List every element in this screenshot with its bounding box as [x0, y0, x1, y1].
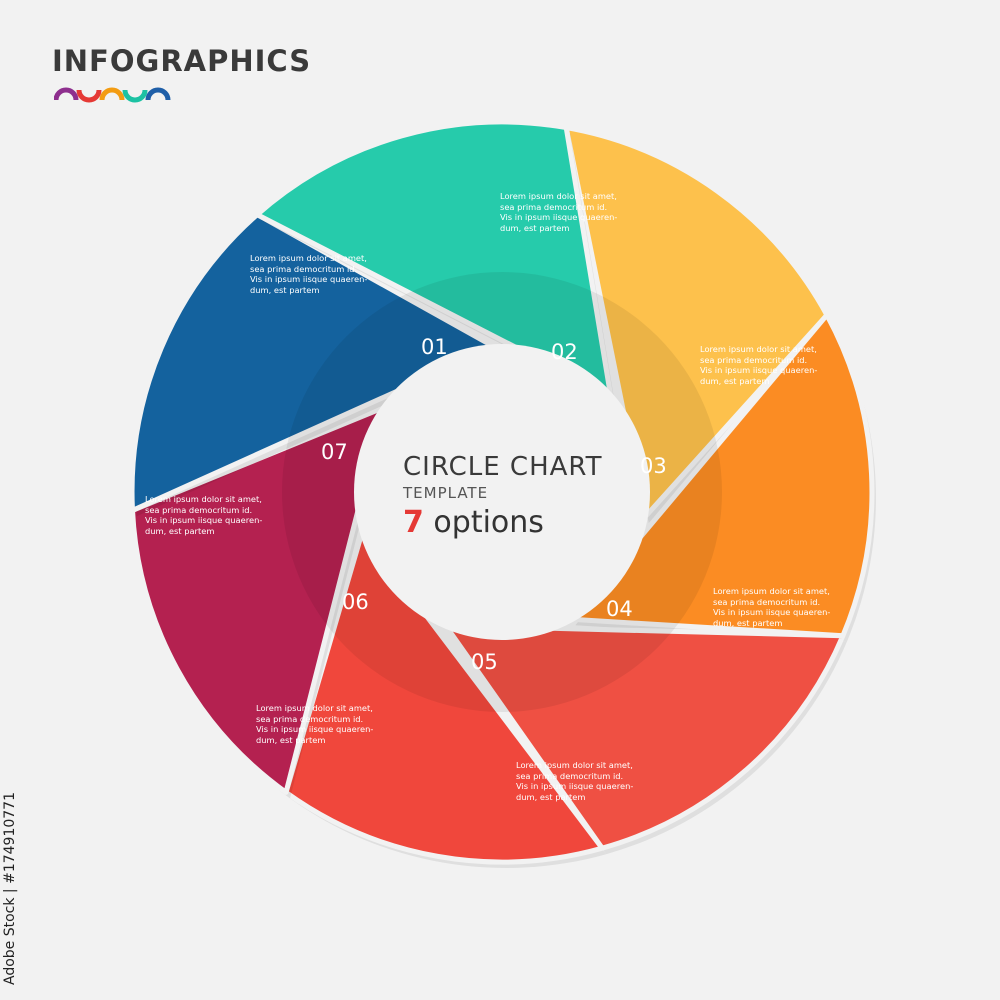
segment-text-05: Lorem ipsum dolor sit amet, sea prima dem…: [256, 703, 374, 745]
segment-07: [254, 119, 614, 399]
center-subtitle: TEMPLATE: [403, 484, 489, 502]
segment-03: [443, 623, 846, 851]
segment-number-04: 04: [606, 597, 633, 621]
center-label: CIRCLE CHART TEMPLATE 7 options: [403, 452, 602, 542]
center-options: 7 options: [403, 504, 602, 542]
center-title: CIRCLE CHART: [403, 452, 603, 482]
segment-text-03: Lorem ipsum dolor sit amet, sea prima dem…: [713, 586, 831, 628]
segment-number-02: 02: [551, 340, 578, 364]
stock-watermark-text: Adobe Stock | #174910771: [2, 792, 18, 985]
segment-04: [283, 528, 605, 865]
segment-05: [130, 404, 387, 795]
center-disc: [354, 344, 650, 640]
segment-number-05: 05: [471, 650, 498, 674]
segment-number-06: 06: [342, 590, 369, 614]
segment-text-04: Lorem ipsum dolor sit amet, sea prima dem…: [516, 760, 634, 802]
segment-number-07: 07: [321, 440, 348, 464]
segment-number-01: 01: [421, 335, 448, 359]
segment-text-07: Lorem ipsum dolor sit amet, sea prima dem…: [250, 253, 368, 295]
segment-06: [129, 212, 498, 513]
options-label: options: [433, 505, 544, 540]
segment-text-01: Lorem ipsum dolor sit amet, sea prima dem…: [500, 191, 618, 233]
logo-arcs-icon: [54, 87, 171, 103]
segment-text-06: Lorem ipsum dolor sit amet, sea prima dem…: [145, 494, 263, 536]
infographics-title: INFOGRAPHICS: [52, 44, 312, 78]
segment-02: [568, 312, 875, 639]
options-count: 7: [403, 505, 424, 540]
segment-text-02: Lorem ipsum dolor sit amet, sea prima dem…: [700, 344, 818, 386]
segment-number-03: 03: [640, 454, 667, 478]
segment-01: [563, 125, 830, 520]
